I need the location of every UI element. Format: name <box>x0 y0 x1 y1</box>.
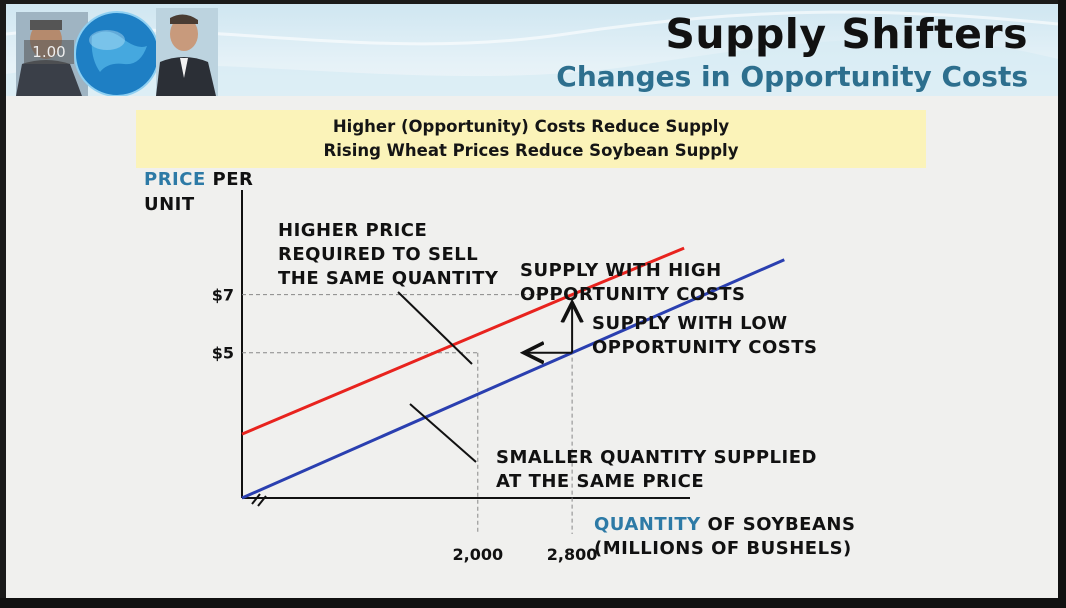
y-tick-label-1: $5 <box>212 344 234 363</box>
higher-price-annotation-line-1: HIGHER PRICE <box>278 220 427 241</box>
high-supply-label-line-2: OPPORTUNITY COSTS <box>520 284 746 305</box>
playback-speed-badge[interactable]: 1.00 <box>24 40 74 64</box>
y-axis-label-line-2: UNIT <box>144 194 195 215</box>
low-supply-label-line-1: SUPPLY WITH LOW <box>592 313 788 334</box>
high-opportunity-cost-supply-line <box>241 246 685 436</box>
caption-box: Higher (Opportunity) Costs Reduce Supply… <box>136 110 926 168</box>
high-supply-label-line-1: SUPPLY WITH HIGH <box>520 260 722 281</box>
caption-line-1: Higher (Opportunity) Costs Reduce Supply <box>332 117 730 136</box>
slide: 1.00 Supply Shifters Changes in Opportun… <box>6 4 1058 598</box>
video-right-bar <box>1058 0 1066 608</box>
x-axis-label-highlight: QUANTITY <box>594 514 701 535</box>
higher-price-annotation-line-3: THE SAME QUANTITY <box>278 268 499 289</box>
axis-break-mark <box>251 493 267 507</box>
x-tick-label-1: 2,800 <box>547 545 598 564</box>
y-axis-label-highlight: PRICE <box>144 169 206 190</box>
higher-price-leader-line <box>397 291 473 365</box>
smaller-quantity-annotation-line-1: SMALLER QUANTITY SUPPLIED <box>496 447 817 468</box>
x-tick-label-0: 2,000 <box>452 545 503 564</box>
higher-price-annotation-line-2: REQUIRED TO SELL <box>278 244 478 265</box>
x-axis-label-line-1: QUANTITY OF SOYBEANS <box>594 514 855 535</box>
supply-chart: PRICE PER UNIT $7 $5 2,000 2,800 HIGHER PRI… <box>144 169 855 564</box>
smaller-quantity-annotation-line-2: AT THE SAME PRICE <box>496 471 704 492</box>
x-axis-label-line-2: (MILLIONS OF BUSHELS) <box>594 538 852 559</box>
presenter-right-photo <box>156 8 218 96</box>
y-tick-label-0: $7 <box>212 286 234 305</box>
smaller-quantity-leader-line <box>409 403 477 463</box>
x-axis-label-rest: OF SOYBEANS <box>707 514 855 535</box>
y-axis-label-rest: PER <box>213 169 254 190</box>
header-banner: 1.00 Supply Shifters Changes in Opportun… <box>6 4 1058 96</box>
caption-line-2: Rising Wheat Prices Reduce Soybean Suppl… <box>323 141 739 160</box>
low-supply-label-line-2: OPPORTUNITY COSTS <box>592 337 818 358</box>
slide-title: Supply Shifters <box>665 10 1028 58</box>
y-axis-label-line-1: PRICE PER <box>144 169 253 190</box>
video-bottom-bar <box>0 598 1066 608</box>
slide-subtitle: Changes in Opportunity Costs <box>556 60 1028 93</box>
